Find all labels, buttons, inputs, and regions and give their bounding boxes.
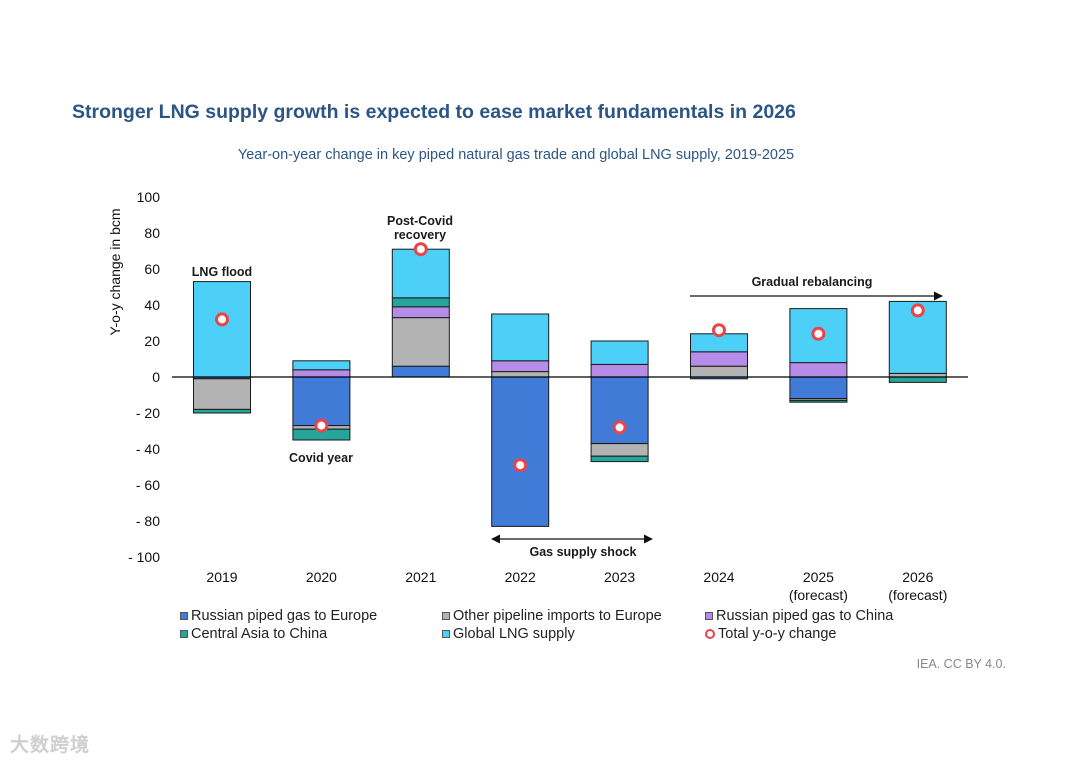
bar-segment	[391, 248, 450, 299]
chart-subtitle: Year-on-year change in key piped natural…	[237, 147, 795, 163]
annotation-label: LNG flood	[192, 265, 252, 279]
chart-title: Stronger LNG supply growth is expected t…	[72, 101, 796, 123]
bar-segment	[292, 369, 351, 378]
x-tick-label: (forecast)	[789, 587, 848, 603]
bar-segment	[590, 363, 649, 378]
total-marker	[513, 458, 528, 473]
y-tick-label: - 60	[136, 477, 160, 493]
bar-segment	[590, 340, 649, 365]
legend-swatch	[705, 629, 715, 639]
legend-label: Other pipeline imports to Europe	[453, 608, 662, 624]
x-tick-label: (forecast)	[888, 587, 947, 603]
bar-segment	[491, 313, 550, 362]
y-tick-label: 0	[152, 369, 160, 385]
total-marker	[712, 323, 726, 338]
legend-item: Russian piped gas to Europe	[180, 608, 377, 624]
bar-segment	[789, 399, 848, 403]
y-tick-label: - 80	[136, 513, 160, 529]
y-tick-label: 80	[144, 225, 160, 241]
y-tick-label: - 40	[136, 441, 160, 457]
annotation-label: Post-Covid	[387, 214, 453, 228]
legend-item: Russian piped gas to China	[705, 608, 893, 624]
legend-label: Global LNG supply	[453, 626, 575, 642]
total-marker	[314, 418, 329, 433]
total-marker	[413, 242, 428, 257]
total-marker	[811, 326, 826, 341]
x-tick-label: 2021	[405, 569, 436, 585]
bar-segment	[193, 378, 251, 410]
bar-segment	[690, 351, 748, 367]
x-tick-label: 2024	[703, 569, 734, 585]
legend-item: Total y-o-y change	[705, 626, 836, 642]
bar-segment	[391, 317, 450, 367]
y-tick-label: 20	[144, 333, 160, 349]
legend-label: Russian piped gas to China	[716, 608, 894, 624]
legend-item: Global LNG supply	[442, 626, 575, 642]
bar-segment	[292, 376, 351, 427]
annotation-label: Gradual rebalancing	[752, 275, 873, 289]
legend-label: Central Asia to China	[191, 626, 328, 642]
bar-segment	[690, 365, 748, 378]
annotation-label: Covid year	[289, 451, 353, 465]
bar-segment	[292, 360, 351, 371]
y-tick-label: 100	[137, 189, 161, 205]
x-tick-label: 2026	[902, 569, 933, 585]
y-tick-label: - 100	[128, 549, 160, 565]
x-tick-label: 2022	[505, 569, 536, 585]
total-marker	[612, 420, 627, 435]
legend-swatch	[442, 630, 450, 638]
bar-segment	[391, 306, 450, 319]
bar-segment	[193, 408, 251, 414]
x-tick-label: 2020	[306, 569, 337, 585]
bar-segment	[491, 371, 550, 378]
legend-swatch	[180, 630, 188, 638]
legend-item: Other pipeline imports to Europe	[442, 608, 662, 624]
bar-segment	[391, 297, 450, 308]
x-tick-label: 2019	[206, 569, 237, 585]
y-tick-label: 40	[144, 297, 160, 313]
annotation-label: Gas supply shock	[530, 545, 637, 559]
bar-segment	[789, 376, 848, 400]
legend-label: Total y-o-y change	[718, 626, 837, 642]
y-axis-label: Y-o-y change in bcm	[107, 208, 123, 335]
bar-segment	[193, 281, 251, 378]
x-tick-label: 2023	[604, 569, 635, 585]
bar-segment	[590, 455, 649, 463]
y-tick-label: 60	[144, 261, 160, 277]
legend-swatch	[180, 612, 188, 620]
bar-segment	[391, 365, 450, 378]
total-marker	[910, 303, 925, 318]
bar-segment	[491, 360, 550, 373]
legend-swatch	[442, 612, 450, 620]
legend-label: Russian piped gas to Europe	[191, 608, 378, 624]
legend-swatch	[705, 612, 713, 620]
total-marker	[215, 312, 229, 327]
bar-segment	[590, 443, 649, 457]
source-note: IEA. CC BY 4.0.	[916, 657, 1006, 671]
x-tick-label: 2025	[803, 569, 834, 585]
y-tick-label: - 20	[136, 405, 160, 421]
watermark-logo: 大数跨境	[10, 735, 91, 756]
annotation-label: recovery	[394, 228, 446, 242]
bar-segment	[888, 376, 947, 383]
bar-segment	[491, 376, 550, 527]
legend-item: Central Asia to China	[180, 626, 327, 642]
bar-segment	[789, 362, 848, 378]
